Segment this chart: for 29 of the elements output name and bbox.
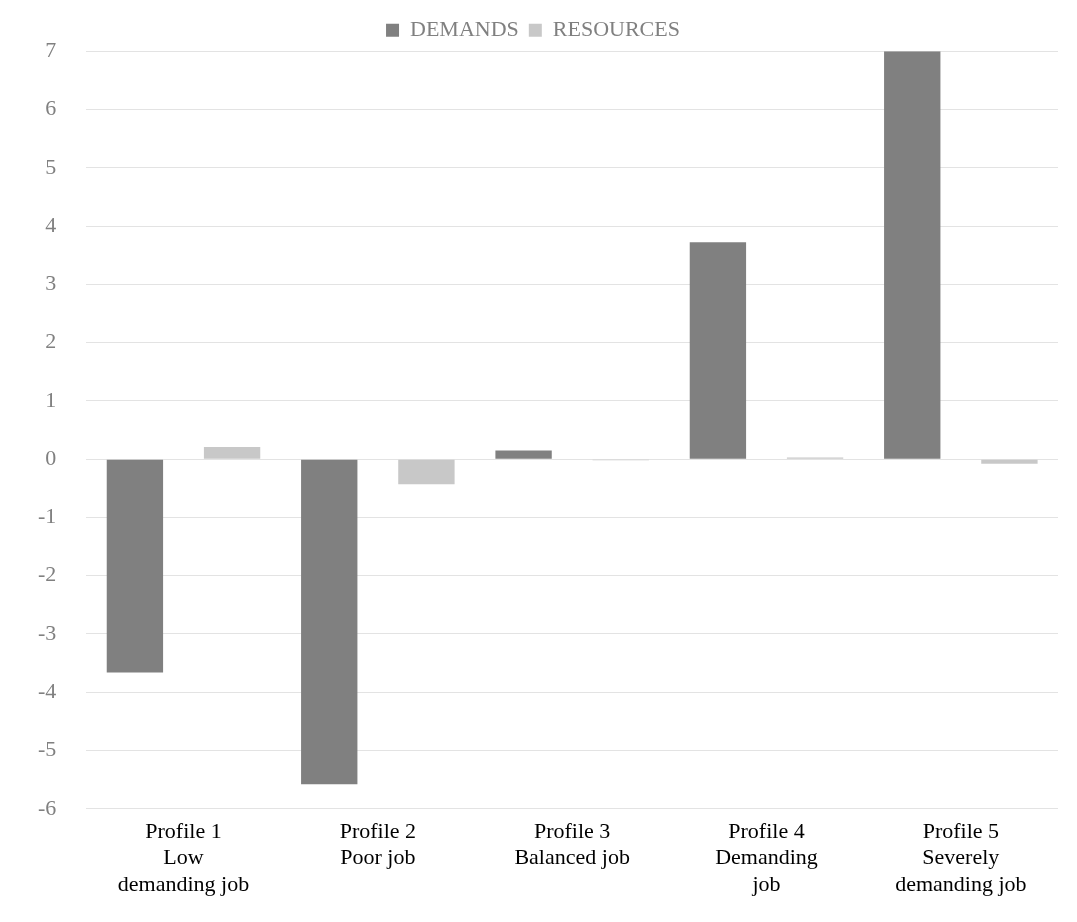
bar (884, 51, 941, 459)
y-tick-label: -6 (38, 794, 57, 820)
y-tick-label: 5 (45, 153, 57, 179)
legend-label: RESOURCES (552, 15, 680, 41)
x-tick-label: Profile 4 Demanding job (715, 817, 818, 896)
y-tick-label: 6 (45, 95, 57, 121)
bar (689, 242, 747, 459)
y-tick-label: 7 (45, 36, 57, 62)
y-tick-label: 3 (45, 270, 57, 296)
y-tick-label: -5 (38, 736, 57, 762)
x-tick-label: Profile 5 Severely demanding job (895, 817, 1027, 896)
y-tick-label: 1 (45, 386, 57, 412)
y-tick-label: 4 (45, 211, 57, 237)
bar (203, 446, 261, 459)
x-tick-label: Profile 3 Balanced job (514, 817, 630, 870)
y-tick-label: -1 (38, 503, 57, 529)
y-tick-label: 0 (45, 444, 57, 470)
bar (106, 459, 164, 673)
y-tick-label: -2 (38, 561, 57, 587)
bar (301, 459, 358, 785)
bar (981, 459, 1038, 464)
y-tick-label: -3 (38, 619, 57, 645)
bar (398, 459, 455, 485)
bar (495, 450, 552, 459)
y-tick-label: -4 (38, 678, 57, 704)
y-tick-label: 2 (45, 328, 57, 354)
x-tick-label: Profile 2 Poor job (339, 817, 417, 870)
x-tick-label: Profile 1 Low demanding job (117, 817, 250, 896)
legend-label: DEMANDS (410, 15, 519, 41)
